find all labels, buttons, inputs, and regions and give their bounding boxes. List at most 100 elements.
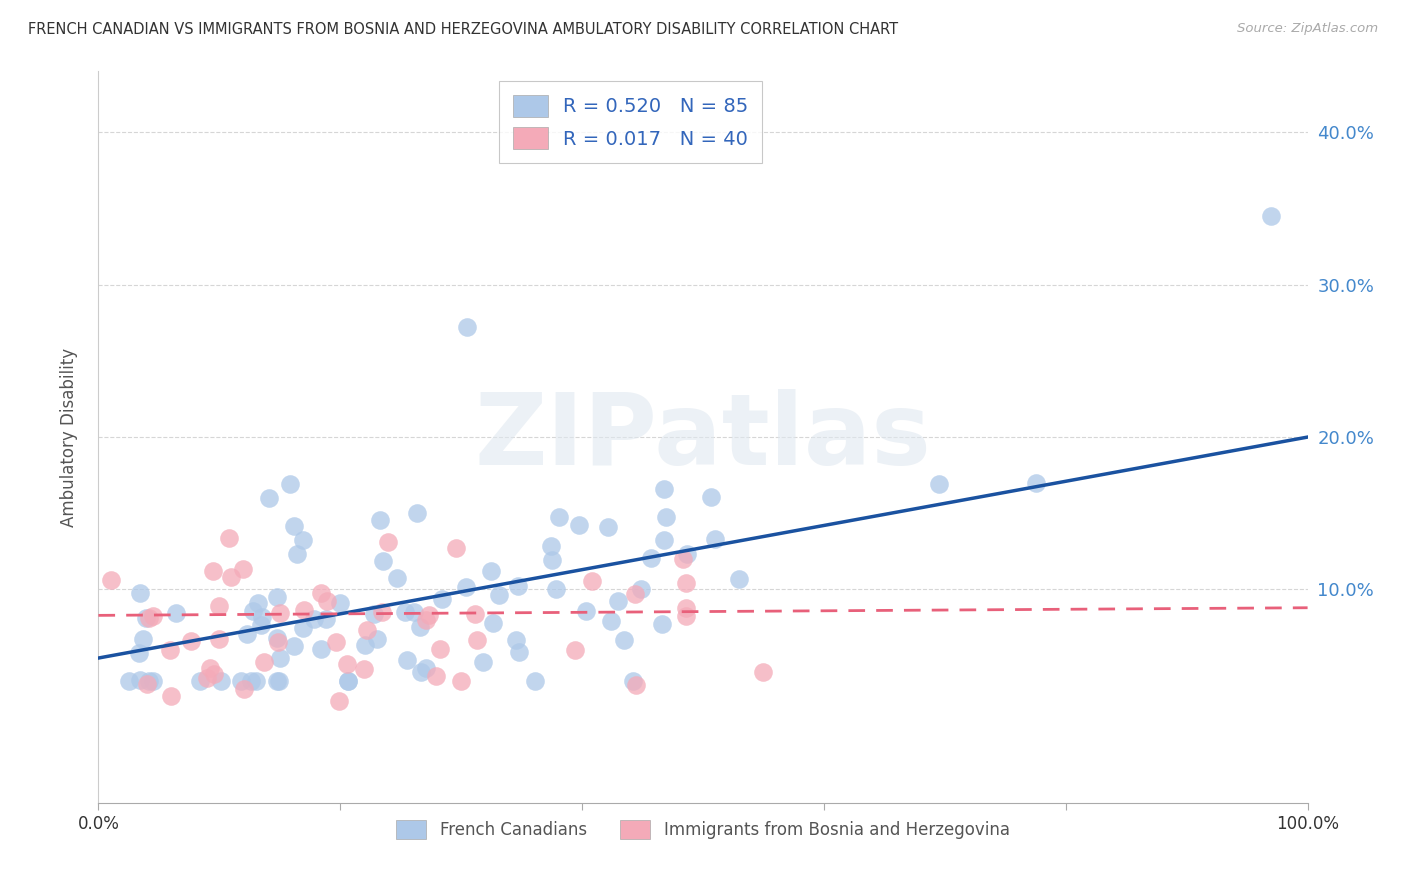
Point (285, 547, 308, 561)
Point (356, 623, 378, 637)
Point (752, 665, 775, 679)
Point (266, 631, 288, 645)
Point (292, 603, 315, 617)
Point (250, 610, 273, 624)
Point (396, 653, 419, 667)
Point (675, 601, 697, 615)
Point (675, 608, 697, 623)
Point (630, 582, 652, 596)
Point (371, 553, 394, 567)
Point (544, 582, 567, 597)
Point (430, 591, 453, 606)
Point (418, 608, 440, 623)
Point (142, 673, 165, 688)
Point (377, 535, 399, 549)
Point (652, 482, 675, 496)
Point (444, 541, 467, 556)
Point (134, 611, 156, 625)
Point (541, 553, 564, 567)
Point (329, 596, 352, 610)
Point (654, 509, 676, 524)
Point (450, 673, 472, 688)
Point (325, 635, 347, 649)
Point (311, 586, 333, 600)
Point (245, 673, 267, 688)
Point (409, 620, 432, 634)
Point (138, 673, 160, 688)
Point (728, 572, 751, 586)
Point (366, 632, 388, 646)
Point (606, 594, 628, 608)
Point (328, 693, 350, 707)
Point (465, 633, 488, 648)
Point (269, 606, 291, 620)
Point (928, 476, 950, 491)
Point (240, 673, 263, 688)
Point (278, 476, 301, 491)
Point (311, 641, 333, 656)
Point (508, 645, 530, 659)
Point (232, 561, 254, 575)
Point (613, 632, 636, 647)
Point (315, 612, 337, 626)
Point (581, 574, 603, 589)
Point (354, 638, 377, 652)
Point (302, 612, 325, 626)
Point (269, 651, 291, 665)
Point (394, 605, 416, 619)
Point (208, 632, 231, 646)
Point (508, 579, 530, 593)
Point (180, 634, 202, 648)
Point (1025, 476, 1047, 491)
Point (242, 604, 264, 618)
Point (523, 673, 546, 688)
Point (456, 320, 478, 334)
Point (204, 667, 226, 681)
Point (337, 673, 360, 688)
Point (472, 655, 495, 669)
Point (100, 573, 122, 587)
Point (700, 490, 723, 504)
Point (482, 616, 505, 631)
Point (283, 518, 305, 533)
Point (159, 643, 181, 657)
Point (249, 617, 271, 632)
Point (336, 673, 359, 688)
Text: Source: ZipAtlas.com: Source: ZipAtlas.com (1237, 22, 1378, 36)
Point (575, 604, 598, 618)
Point (129, 586, 152, 600)
Point (269, 673, 291, 688)
Point (651, 617, 673, 632)
Point (405, 506, 427, 520)
Point (548, 509, 571, 524)
Point (165, 607, 187, 621)
Point (598, 520, 620, 534)
Point (409, 665, 432, 680)
Y-axis label: Ambulatory Disability: Ambulatory Disability (59, 348, 77, 526)
Point (640, 550, 662, 565)
Point (253, 655, 276, 669)
Point (363, 607, 385, 622)
Point (464, 607, 486, 622)
Point (291, 621, 314, 635)
Point (131, 632, 153, 646)
Point (371, 605, 394, 619)
Point (676, 548, 699, 562)
Point (138, 611, 160, 625)
Point (353, 662, 375, 676)
Text: ZIPatlas: ZIPatlas (475, 389, 931, 485)
Point (142, 609, 165, 624)
Point (259, 491, 281, 505)
Point (291, 533, 314, 547)
Point (672, 552, 695, 566)
Point (675, 575, 697, 590)
Point (195, 671, 218, 685)
Point (267, 634, 290, 648)
Point (488, 588, 510, 602)
Point (266, 673, 288, 688)
Point (209, 673, 232, 688)
Point (160, 689, 183, 703)
Point (415, 613, 437, 627)
Point (201, 564, 224, 578)
Point (236, 627, 259, 641)
